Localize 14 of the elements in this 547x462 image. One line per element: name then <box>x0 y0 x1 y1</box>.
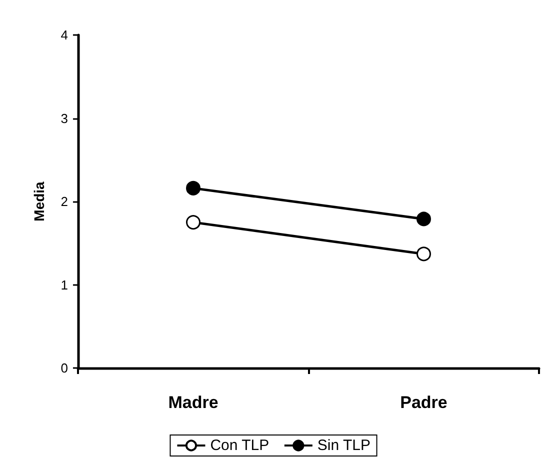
point <box>186 215 200 230</box>
point <box>416 246 431 262</box>
y-tick-label: 2 <box>60 194 68 209</box>
point <box>416 212 431 226</box>
y-axis-title: Media <box>31 181 47 222</box>
x-tick-label: Madre <box>168 393 218 412</box>
legend-label: Sin TLP <box>317 437 371 454</box>
y-tick-label: 1 <box>60 277 68 292</box>
y-tick-label: 0 <box>60 360 68 376</box>
point <box>186 180 200 196</box>
legend-label: Con TLP <box>210 437 270 454</box>
x-tick-label: Padre <box>400 393 448 412</box>
y-tick-label: 4 <box>60 28 68 42</box>
y-tick-label: 3 <box>60 110 68 126</box>
